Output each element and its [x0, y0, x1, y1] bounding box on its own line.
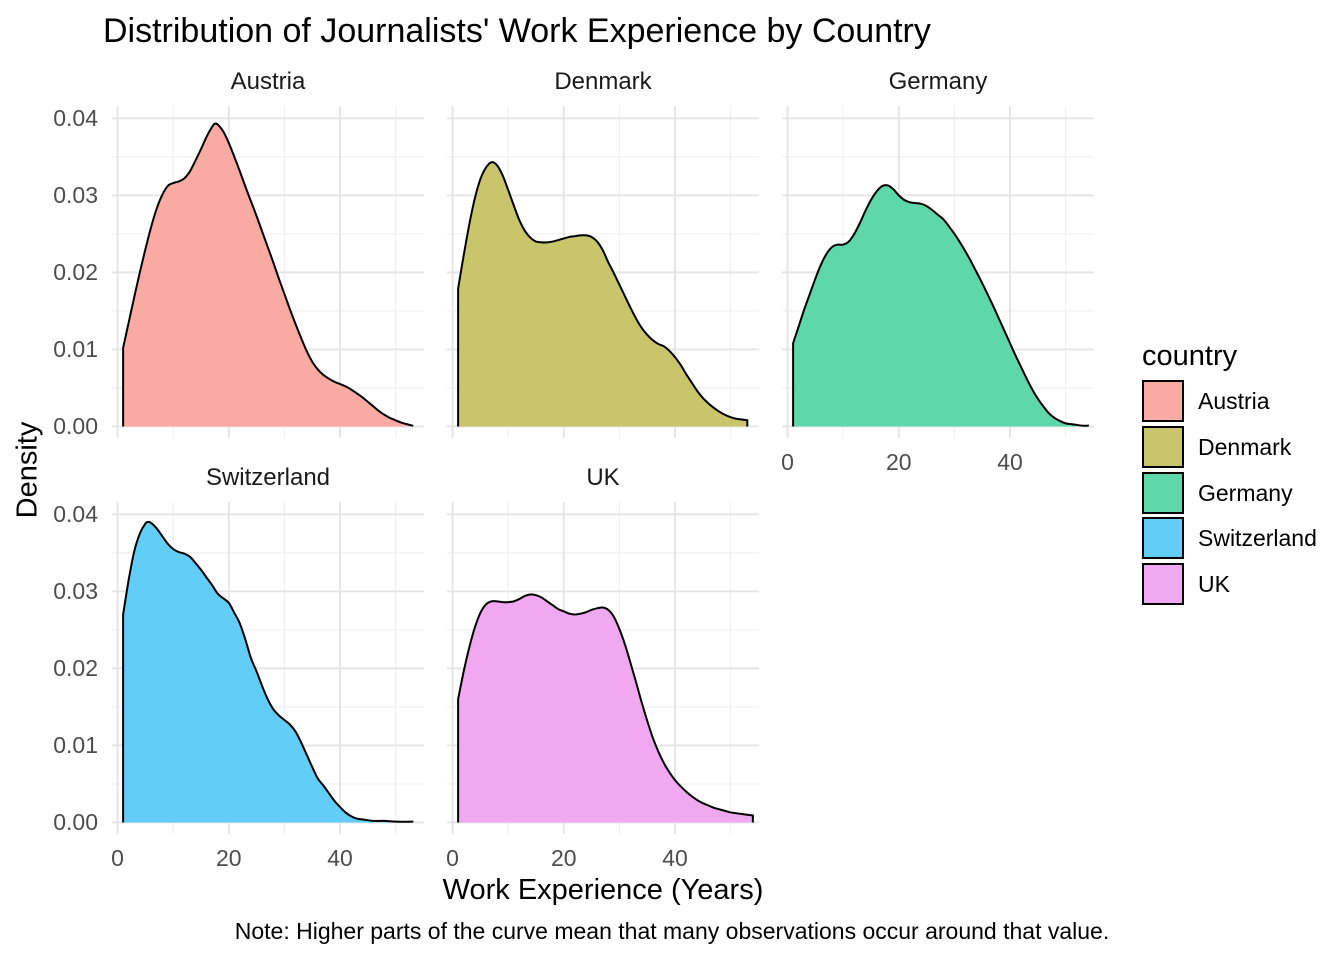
facet-strip-uk: UK: [586, 464, 620, 491]
y-tick-label: 0.01: [53, 336, 98, 363]
y-tick-label: 0.03: [53, 578, 98, 605]
density-outline-germany: [792, 184, 1089, 427]
density-panel-switzerland: [112, 502, 424, 834]
density-panel-uk: [447, 502, 759, 834]
density-outline-denmark: [457, 161, 749, 427]
density-outline-switzerland: [122, 520, 414, 823]
legend-label-denmark: Denmark: [1198, 433, 1292, 460]
legend-key-switzerland: [1142, 517, 1184, 560]
y-tick-label: 0.03: [53, 182, 98, 209]
facet-strip-denmark: Denmark: [554, 68, 652, 95]
legend-key-uk: [1142, 563, 1184, 606]
density-outline-uk: [457, 593, 754, 823]
density-area-switzerland: [123, 521, 413, 823]
x-tick-label: 20: [215, 845, 242, 871]
facet-strip-austria: Austria: [230, 68, 306, 95]
density-panel-germany: [782, 106, 1094, 438]
density-area-uk: [458, 594, 753, 823]
page-title: Distribution of Journalists' Work Experi…: [103, 12, 931, 50]
y-tick-label: 0.01: [53, 732, 98, 759]
legend-label-austria: Austria: [1198, 388, 1270, 414]
x-tick-label: 20: [550, 845, 577, 871]
legend-label-uk: UK: [1198, 571, 1230, 598]
density-area-germany: [793, 185, 1088, 427]
x-tick-label: 40: [997, 449, 1023, 475]
x-tick-label: 40: [662, 845, 688, 871]
legend-key-denmark: [1142, 425, 1184, 468]
y-tick-label: 0.02: [53, 655, 98, 682]
facet-strip-switzerland: Switzerland: [205, 464, 331, 491]
y-tick-label: 0.00: [53, 809, 98, 836]
x-tick-label: 20: [885, 449, 912, 475]
legend-label-germany: Germany: [1198, 479, 1293, 506]
x-axis-title: Work Experience (Years): [442, 874, 764, 906]
x-tick-label: 40: [327, 845, 353, 871]
legend-key-germany: [1142, 471, 1184, 514]
facet-strip-germany: Germany: [888, 68, 988, 95]
y-tick-label: 0.04: [53, 105, 98, 132]
x-tick-label: 0: [111, 845, 124, 871]
density-area-denmark: [458, 162, 748, 427]
legend-key-austria: [1142, 380, 1184, 422]
y-tick-label: 0.00: [53, 413, 98, 440]
plot-caption: Note: Higher parts of the curve mean tha…: [234, 918, 1110, 944]
y-tick-label: 0.04: [53, 501, 98, 528]
density-panel-austria: [112, 106, 424, 438]
density-panel-denmark: [447, 106, 759, 438]
density-area-austria: [123, 123, 413, 427]
legend-label-switzerland: Switzerland: [1198, 525, 1317, 552]
y-tick-label: 0.02: [53, 259, 98, 286]
x-tick-label: 0: [781, 449, 794, 475]
density-outline-austria: [122, 122, 414, 427]
legend-title: country: [1142, 340, 1238, 372]
x-tick-label: 0: [446, 845, 459, 871]
